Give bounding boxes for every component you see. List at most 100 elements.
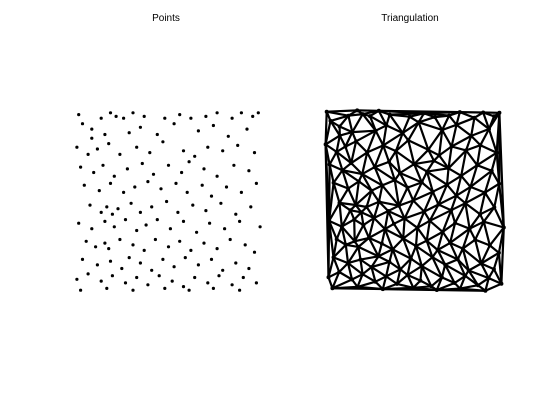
scatter-point: [118, 152, 122, 156]
scatter-point: [97, 189, 101, 193]
scatter-point: [230, 116, 234, 120]
triangulation-edge: [469, 185, 487, 194]
triangulation-edge: [338, 125, 354, 134]
triangulation-edge: [370, 266, 388, 278]
triangulation-vertex: [390, 247, 395, 252]
triangulation-edge: [383, 228, 405, 240]
triangulation-vertex: [501, 225, 506, 230]
scatter-point: [138, 210, 142, 214]
triangulation-edge: [332, 169, 344, 184]
triangulation-edge: [484, 277, 490, 292]
scatter-point: [161, 257, 165, 261]
triangulation-edge: [480, 262, 495, 271]
triangulation-edge: [367, 216, 376, 239]
scatter-point: [138, 261, 142, 265]
triangulation-vertex: [337, 270, 342, 274]
triangulation-edge: [425, 230, 444, 242]
triangulation-vertex: [353, 203, 358, 207]
triangulation-edge: [365, 205, 376, 220]
triangulation-edge: [347, 187, 357, 207]
triangulation-edge: [467, 269, 480, 287]
triangulation-edge: [406, 265, 423, 277]
scatter-point: [176, 210, 180, 214]
triangulation-edge: [444, 263, 456, 285]
triangulation-edge: [368, 114, 377, 132]
triangulation-edge: [414, 226, 419, 248]
triangulation-edge: [387, 150, 397, 163]
triangulation-edge: [467, 262, 483, 272]
triangulation-edge: [366, 129, 377, 154]
triangulation-vertex: [383, 227, 387, 232]
scatter-point: [239, 111, 243, 115]
scatter-point: [82, 183, 86, 187]
scatter-point: [157, 274, 161, 278]
triangulation-edge: [406, 273, 415, 289]
triangulation-edge: [332, 256, 350, 265]
triangulation-edge: [420, 256, 434, 268]
triangulation-edge: [425, 219, 431, 242]
triangulation-edge: [393, 179, 409, 189]
scatter-point: [236, 143, 240, 147]
triangulation-vertex: [334, 237, 339, 242]
triangulation-vertex: [496, 250, 501, 255]
triangulation-edge: [468, 227, 477, 241]
triangulation-edge: [403, 217, 419, 229]
triangulation-vertex: [434, 288, 439, 292]
triangulation-edge: [344, 145, 353, 165]
triangulation-edge: [331, 278, 354, 290]
triangulation-vertex: [489, 168, 494, 173]
triangulation-edge: [370, 189, 381, 203]
triangulation-edge: [493, 182, 501, 209]
triangulation-edge: [338, 262, 350, 274]
triangulation-edge: [420, 265, 443, 279]
triangulation-edge: [412, 190, 434, 202]
triangulation-edge: [397, 199, 415, 207]
scatter-point: [234, 261, 238, 265]
triangulation-edge: [464, 185, 472, 205]
triangulation-vertex: [331, 180, 336, 185]
triangulation-vertex: [469, 133, 474, 138]
triangulation-vertex: [340, 168, 345, 173]
scatter-point: [202, 167, 206, 171]
triangulation-edge: [412, 181, 423, 202]
scatter-point: [138, 125, 142, 129]
scatter-point: [181, 219, 186, 223]
triangulation-edge: [414, 244, 423, 268]
triangulation-edge: [351, 112, 364, 134]
scatter-point: [232, 163, 236, 167]
scatter-point: [208, 221, 212, 225]
triangulation-vertex: [411, 198, 416, 203]
triangulation-vertex: [472, 115, 477, 120]
triangulation-edge: [437, 183, 449, 206]
triangulation-vertex: [437, 153, 442, 158]
triangulation-edge: [357, 245, 362, 261]
triangulation-edge: [465, 149, 479, 167]
triangulation-vertex: [356, 179, 361, 184]
triangulation-edge: [437, 194, 458, 206]
triangulation-edge: [373, 144, 385, 169]
triangulation-edge: [403, 199, 415, 220]
scatter-point: [99, 116, 103, 120]
triangulation-edge: [366, 151, 376, 169]
triangulation-vertex: [377, 199, 381, 204]
triangulation-edge: [406, 273, 422, 282]
triangulation-edge: [329, 119, 341, 137]
triangulation-edge: [377, 242, 383, 258]
triangulation-edge: [387, 209, 406, 220]
scatter-point: [211, 123, 215, 128]
triangulation-title: Triangulation: [381, 13, 439, 24]
triangulation-edge: [377, 255, 391, 263]
triangulation-vertex: [360, 272, 365, 277]
triangulation-edge: [397, 204, 406, 220]
triangulation-edge: [440, 263, 447, 279]
triangulation-edge: [484, 282, 503, 292]
triangulation-vertex: [446, 166, 451, 171]
triangulation-vertex: [407, 114, 412, 119]
triangulation-vertex: [368, 114, 372, 119]
scatter-point: [146, 283, 150, 287]
triangulation-edge: [425, 170, 449, 186]
triangulation-edge: [401, 121, 420, 135]
triangulation-vertex: [346, 261, 350, 266]
